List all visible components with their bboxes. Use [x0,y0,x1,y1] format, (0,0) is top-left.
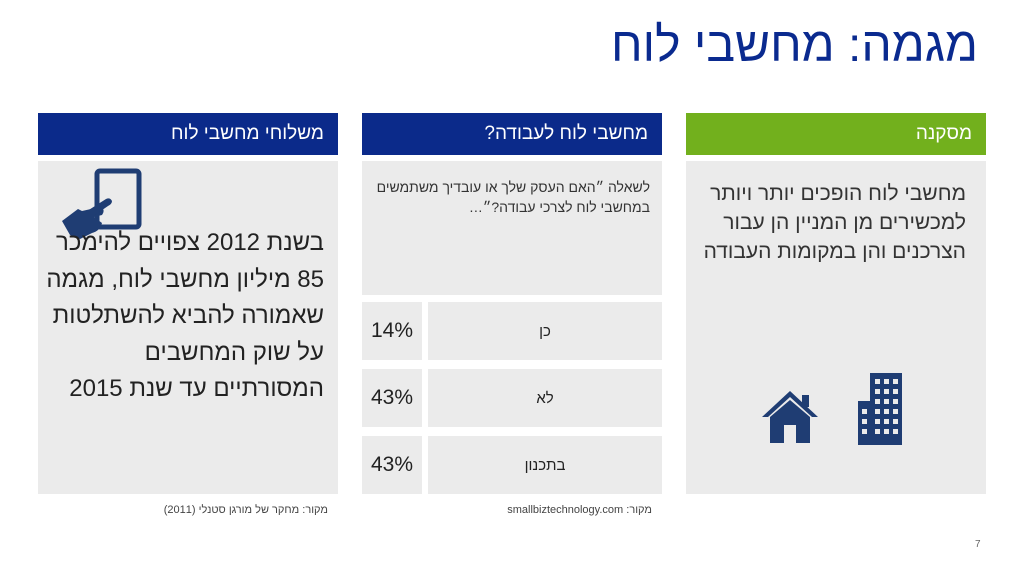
conclusion-panel: מחשבי לוח הופכים יותר ויותר למכשירים מן … [686,161,986,494]
answer-percent: 43% [362,436,422,494]
survey-question: לשאלה ״האם העסק שלך או עובדיך משתמשים במ… [376,179,650,215]
tablet-touch-icon [62,168,142,239]
shipments-text: בשנת 2012 צפויים להימכר 85 מיליון מחשבי … [46,229,324,402]
survey-question-panel: לשאלה ״האם העסק שלך או עובדיך משתמשים במ… [362,161,662,295]
answer-percent: 43% [362,369,422,427]
survey-header: מחשבי לוח לעבודה? [362,113,662,155]
page-title: מגמה: מחשבי לוח [611,19,978,72]
office-building-icon [858,373,902,445]
answer-label: בתכנון [428,436,662,494]
answer-percent: 14% [362,302,422,360]
conclusion-header: מסקנה [686,113,986,155]
answer-label: לא [428,369,662,427]
shipments-header: משלוחי מחשבי לוח [38,113,338,155]
conclusion-text: מחשבי לוח הופכים יותר ויותר למכשירים מן … [703,182,966,263]
shipments-panel: בשנת 2012 צפויים להימכר 85 מיליון מחשבי … [38,161,338,494]
house-icon [762,391,818,443]
survey-source: מקור: smallbiztechnology.com [507,504,652,516]
answer-label: כן [428,302,662,360]
shipments-source: מקור: מחקר של מורגן סטנלי (2011) [163,504,328,516]
page-number: 7 [975,539,981,550]
